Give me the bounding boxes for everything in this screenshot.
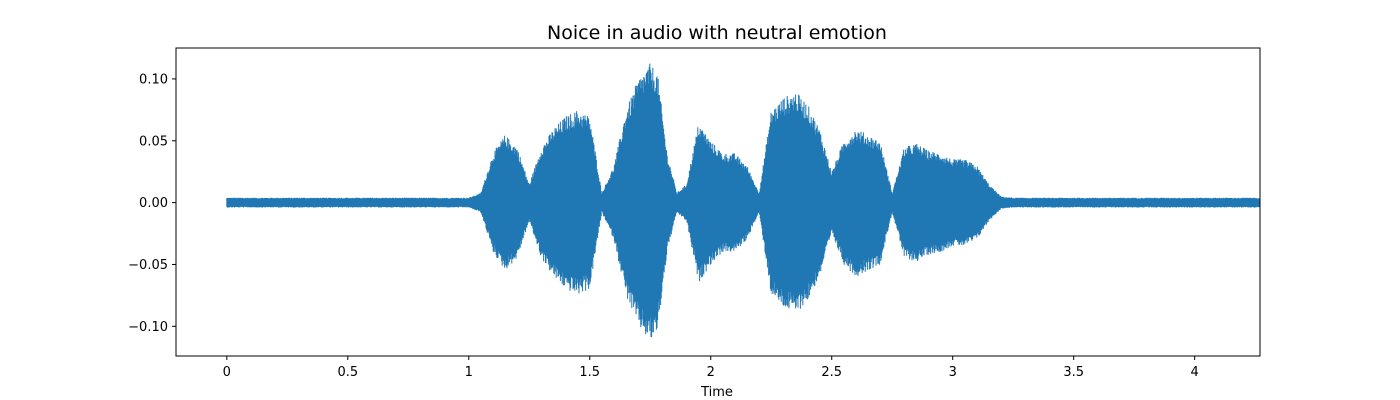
y-tick-label: 0.00 — [139, 196, 168, 211]
plot-frame — [175, 47, 1261, 357]
y-tick-label: −0.10 — [128, 320, 168, 335]
y-tick-label: 0.10 — [139, 72, 168, 87]
x-tick-label: 3.5 — [1063, 365, 1084, 380]
x-tick-label: 0 — [223, 365, 231, 380]
y-axis-ticks: −0.10 −0.05 0.00 0.05 0.10 — [128, 72, 176, 335]
x-tick-label: 2.5 — [821, 365, 842, 380]
y-tick-label: −0.05 — [128, 258, 168, 273]
x-tick-label: 4 — [1191, 365, 1199, 380]
x-tick-label: 3 — [949, 365, 957, 380]
waveform-series — [226, 63, 1260, 338]
x-axis-ticks: 0 0.5 1 1.5 2 2.5 3 3.5 4 — [223, 356, 1199, 380]
x-axis-label: Time — [700, 385, 733, 400]
chart-title: Noice in audio with neutral emotion — [547, 22, 887, 44]
x-tick-label: 1 — [465, 365, 473, 380]
y-tick-label: 0.05 — [139, 134, 168, 149]
waveform-layer — [226, 63, 1260, 338]
x-tick-label: 2 — [707, 365, 715, 380]
x-tick-label: 0.5 — [337, 365, 358, 380]
x-tick-label: 1.5 — [579, 365, 600, 380]
